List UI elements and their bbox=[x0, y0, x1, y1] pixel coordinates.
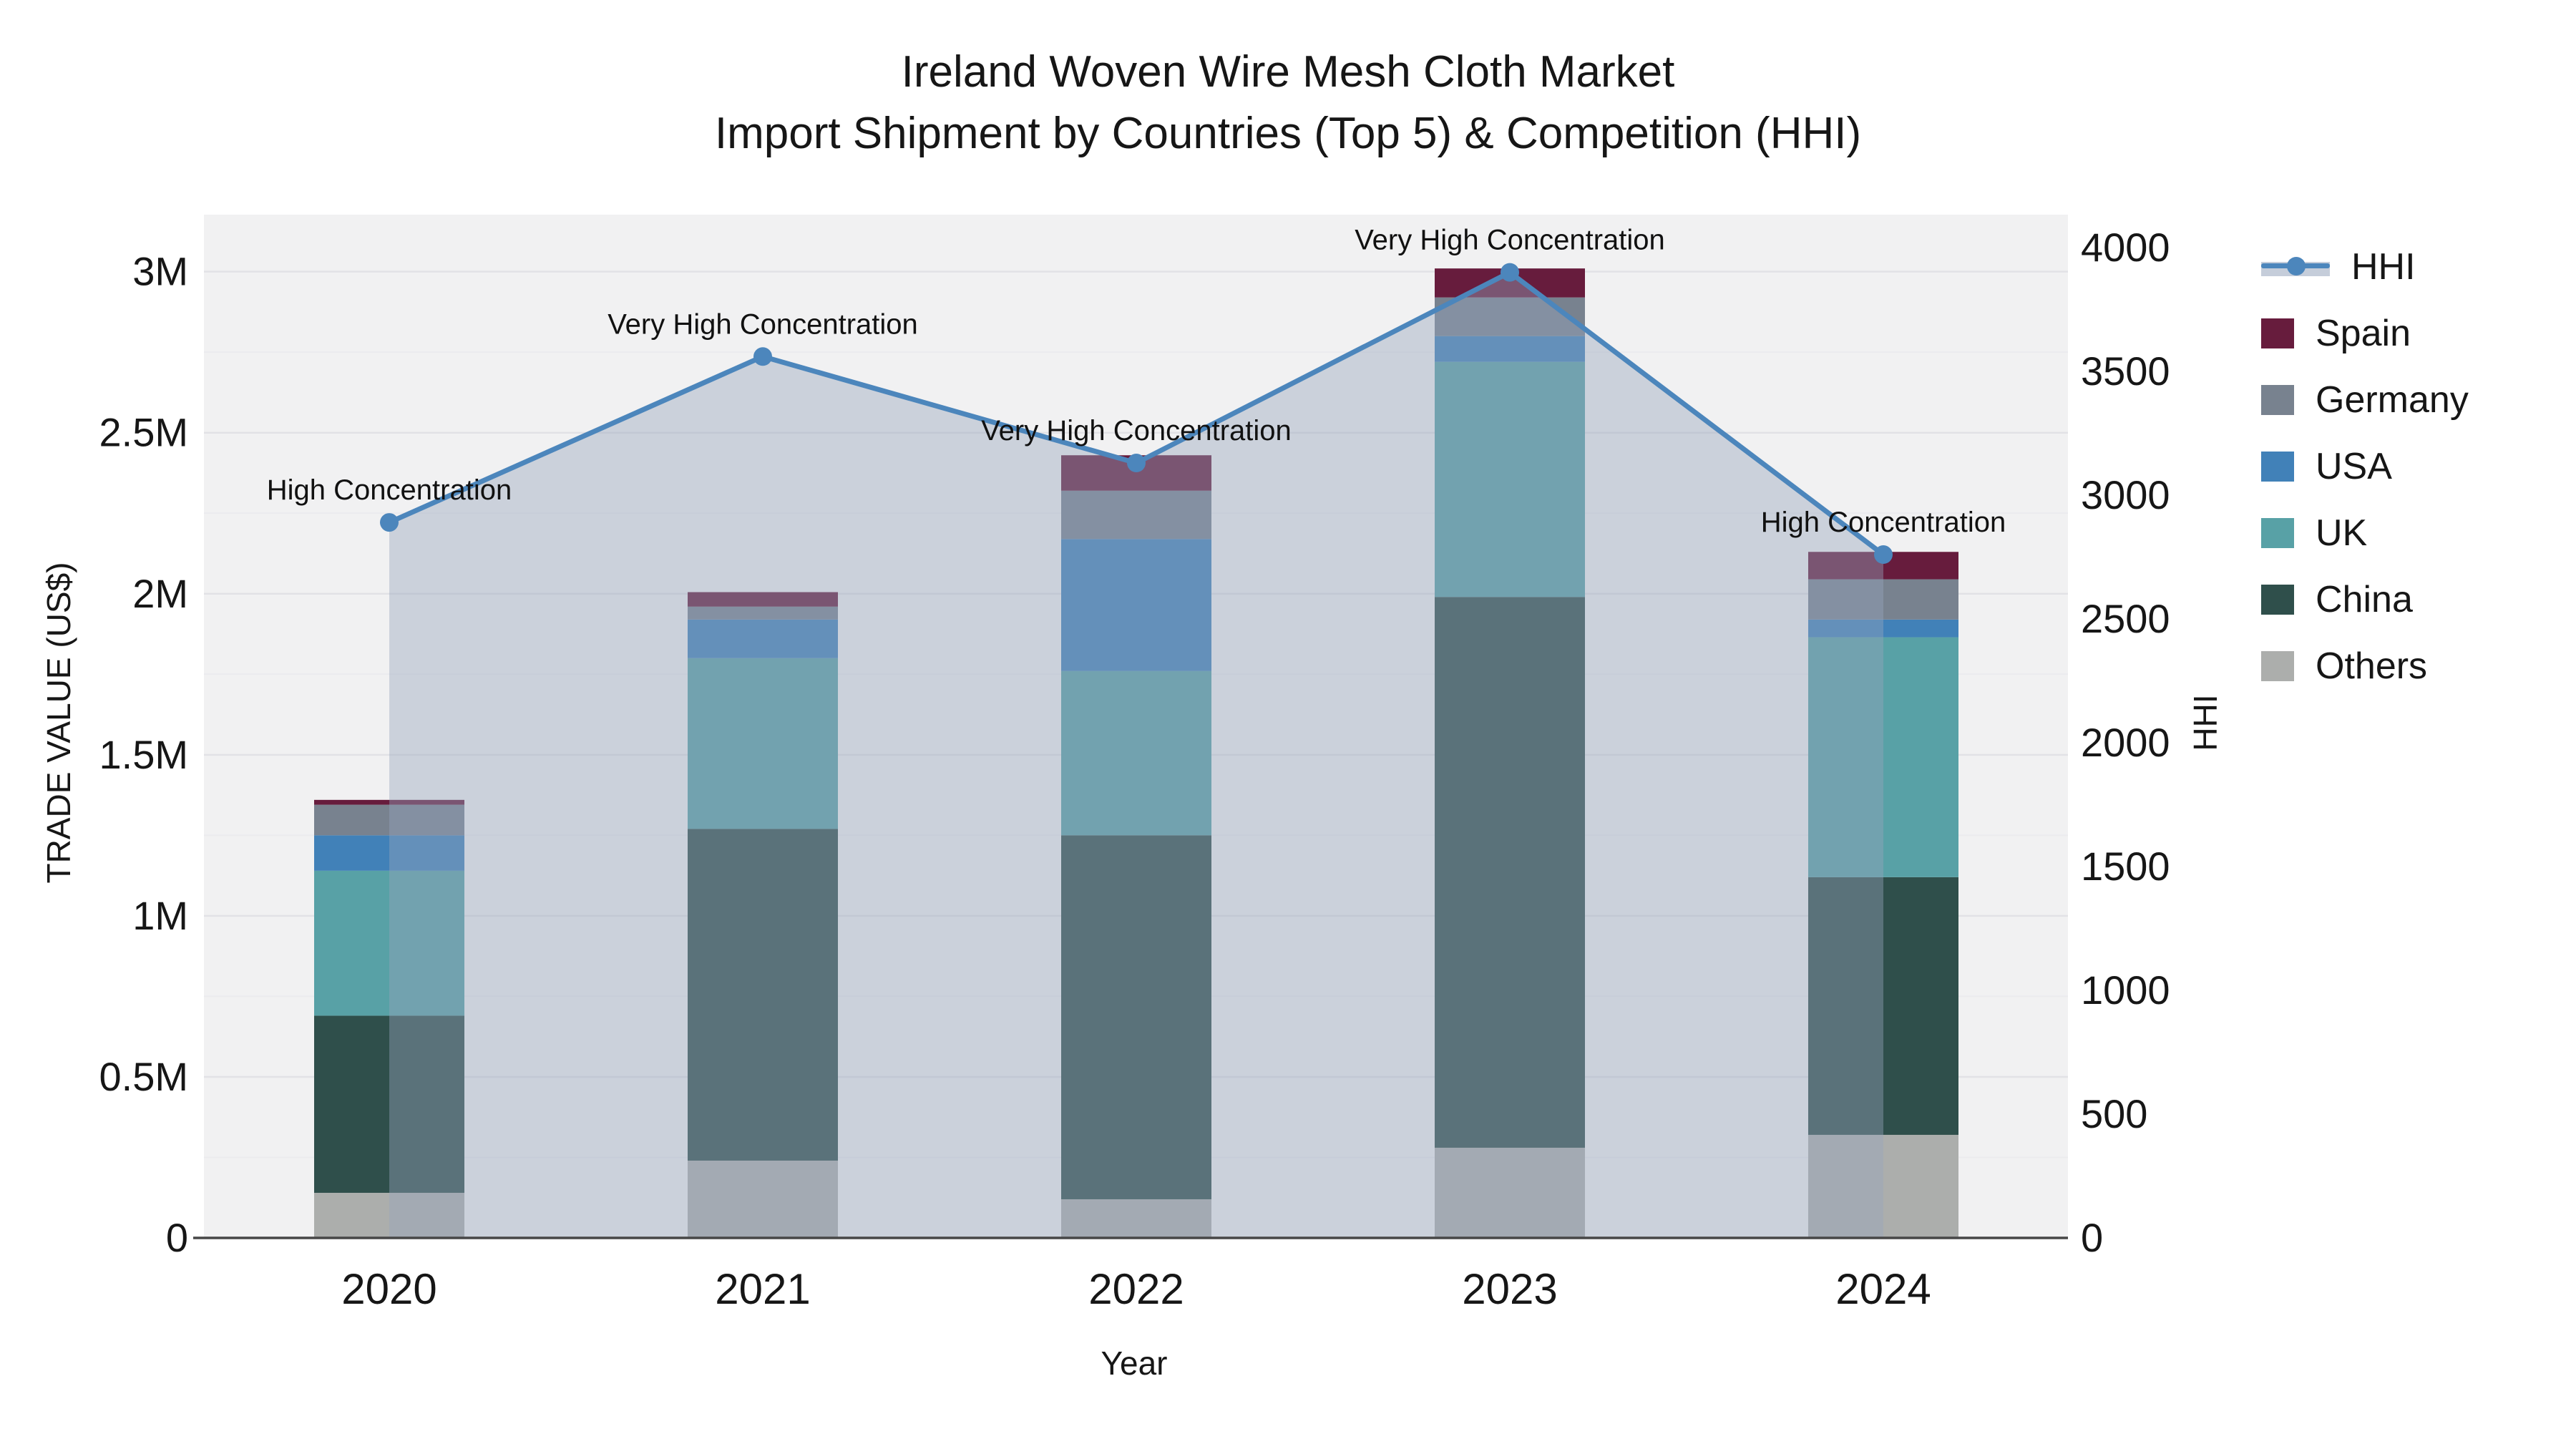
bar-segment-china-2023[interactable] bbox=[1435, 597, 1585, 1148]
y-left-axis-title: TRADE VALUE (US$) bbox=[40, 562, 77, 884]
annotation-2021: Very High Concentration bbox=[608, 308, 918, 340]
legend-swatch-china bbox=[2261, 584, 2294, 615]
bar-segment-spain-2020[interactable] bbox=[314, 799, 464, 805]
y-right-tick-1000: 1000 bbox=[2081, 967, 2170, 1013]
legend-swatch-uk bbox=[2261, 517, 2294, 548]
y-left-tick-1M: 1M bbox=[132, 893, 188, 938]
bar-segment-uk-2022[interactable] bbox=[1061, 670, 1211, 836]
chart-title-line2: Import Shipment by Countries (Top 5) & C… bbox=[714, 109, 1862, 158]
bar-segment-germany-2021[interactable] bbox=[688, 606, 838, 620]
x-tick-2023: 2023 bbox=[1462, 1265, 1557, 1313]
annotation-2023: Very High Concentration bbox=[1355, 225, 1665, 256]
legend-item-spain[interactable]: Spain bbox=[2261, 300, 2469, 366]
legend-label-spain: Spain bbox=[2316, 312, 2411, 354]
hhi-line-dot bbox=[2287, 256, 2306, 275]
legend-label-hhi: HHI bbox=[2351, 245, 2416, 288]
bar-segment-usa-2020[interactable] bbox=[314, 835, 464, 871]
legend-label-uk: UK bbox=[2316, 512, 2368, 554]
hhi-marker-2022[interactable] bbox=[1127, 454, 1146, 473]
bar-segment-uk-2023[interactable] bbox=[1435, 361, 1585, 597]
bar-segment-others-2023[interactable] bbox=[1435, 1147, 1585, 1238]
y-right-axis-title: HHI bbox=[2187, 694, 2224, 751]
legend-item-germany[interactable]: Germany bbox=[2261, 366, 2469, 433]
bar-segment-usa-2021[interactable] bbox=[688, 619, 838, 658]
x-tick-2021: 2021 bbox=[715, 1265, 810, 1313]
bar-segment-china-2022[interactable] bbox=[1061, 835, 1211, 1199]
y-right-tick-500: 500 bbox=[2081, 1091, 2147, 1136]
bar-segment-china-2020[interactable] bbox=[314, 1015, 464, 1193]
bar-segment-china-2021[interactable] bbox=[688, 829, 838, 1161]
legend-item-usa[interactable]: USA bbox=[2261, 433, 2469, 499]
y-right-tick-3000: 3000 bbox=[2081, 472, 2170, 517]
bar-segment-germany-2024[interactable] bbox=[1808, 579, 1958, 620]
legend-item-uk[interactable]: UK bbox=[2261, 499, 2469, 566]
annotation-2024: High Concentration bbox=[1761, 507, 2006, 538]
x-axis-title: Year bbox=[1101, 1345, 1168, 1382]
legend: HHI Spain Germany USA UK China Others bbox=[2261, 233, 2469, 699]
y-left-tick-0.5M: 0.5M bbox=[99, 1054, 189, 1099]
legend-item-others[interactable]: Others bbox=[2261, 633, 2469, 699]
bar-segment-spain-2021[interactable] bbox=[688, 592, 838, 607]
legend-swatch-usa bbox=[2261, 451, 2294, 482]
legend-label-usa: USA bbox=[2316, 445, 2392, 487]
legend-item-china[interactable]: China bbox=[2261, 566, 2469, 633]
bar-segment-germany-2020[interactable] bbox=[314, 804, 464, 836]
bar-segment-uk-2021[interactable] bbox=[688, 658, 838, 829]
bar-segment-others-2022[interactable] bbox=[1061, 1199, 1211, 1238]
chart-title: Ireland Woven Wire Mesh Cloth Market Imp… bbox=[0, 42, 2576, 165]
hhi-marker-2021[interactable] bbox=[753, 347, 772, 366]
annotation-2022: Very High Concentration bbox=[981, 415, 1292, 447]
bar-segment-usa-2023[interactable] bbox=[1435, 336, 1585, 362]
bar-segment-others-2024[interactable] bbox=[1808, 1134, 1958, 1238]
y-right-tick-0: 0 bbox=[2081, 1215, 2103, 1260]
y-left-tick-2M: 2M bbox=[132, 571, 188, 616]
legend-swatch-germany bbox=[2261, 384, 2294, 415]
y-right-tick-2500: 2500 bbox=[2081, 596, 2170, 641]
y-right-tick-3500: 3500 bbox=[2081, 348, 2170, 394]
y-left-tick-1.5M: 1.5M bbox=[99, 732, 189, 777]
y-left-tick-3M: 3M bbox=[132, 249, 188, 294]
bar-segment-germany-2023[interactable] bbox=[1435, 297, 1585, 336]
bar-segment-germany-2022[interactable] bbox=[1061, 490, 1211, 540]
bar-segment-uk-2020[interactable] bbox=[314, 870, 464, 1016]
hhi-marker-2024[interactable] bbox=[1874, 545, 1893, 565]
bar-segment-others-2020[interactable] bbox=[314, 1192, 464, 1238]
x-tick-2024: 2024 bbox=[1835, 1265, 1931, 1313]
hhi-line-swatch-icon bbox=[2261, 252, 2330, 282]
legend-label-china: China bbox=[2316, 578, 2413, 620]
hhi-area-fill bbox=[389, 272, 1883, 1239]
y-right-tick-2000: 2000 bbox=[2081, 720, 2170, 765]
legend-label-others: Others bbox=[2316, 645, 2428, 687]
x-tick-2022: 2022 bbox=[1088, 1265, 1184, 1313]
bar-segment-china-2024[interactable] bbox=[1808, 877, 1958, 1135]
bar-segment-uk-2024[interactable] bbox=[1808, 637, 1958, 877]
y-left-tick-2.5M: 2.5M bbox=[99, 410, 189, 455]
legend-label-germany: Germany bbox=[2316, 379, 2469, 421]
bar-segment-usa-2022[interactable] bbox=[1061, 539, 1211, 671]
hhi-marker-2020[interactable] bbox=[380, 513, 399, 532]
hhi-marker-2023[interactable] bbox=[1501, 263, 1519, 282]
bar-segment-usa-2024[interactable] bbox=[1808, 619, 1958, 638]
y-right-tick-1500: 1500 bbox=[2081, 844, 2170, 889]
annotation-2020: High Concentration bbox=[267, 474, 512, 506]
y-right-tick-4000: 4000 bbox=[2081, 225, 2170, 270]
y-left-tick-0: 0 bbox=[166, 1215, 188, 1260]
chart-title-line1: Ireland Woven Wire Mesh Cloth Market bbox=[901, 47, 1675, 97]
bar-segment-others-2021[interactable] bbox=[688, 1160, 838, 1238]
legend-item-hhi[interactable]: HHI bbox=[2261, 233, 2469, 300]
legend-swatch-spain bbox=[2261, 318, 2294, 348]
x-tick-2020: 2020 bbox=[341, 1265, 436, 1313]
legend-swatch-others bbox=[2261, 650, 2294, 681]
